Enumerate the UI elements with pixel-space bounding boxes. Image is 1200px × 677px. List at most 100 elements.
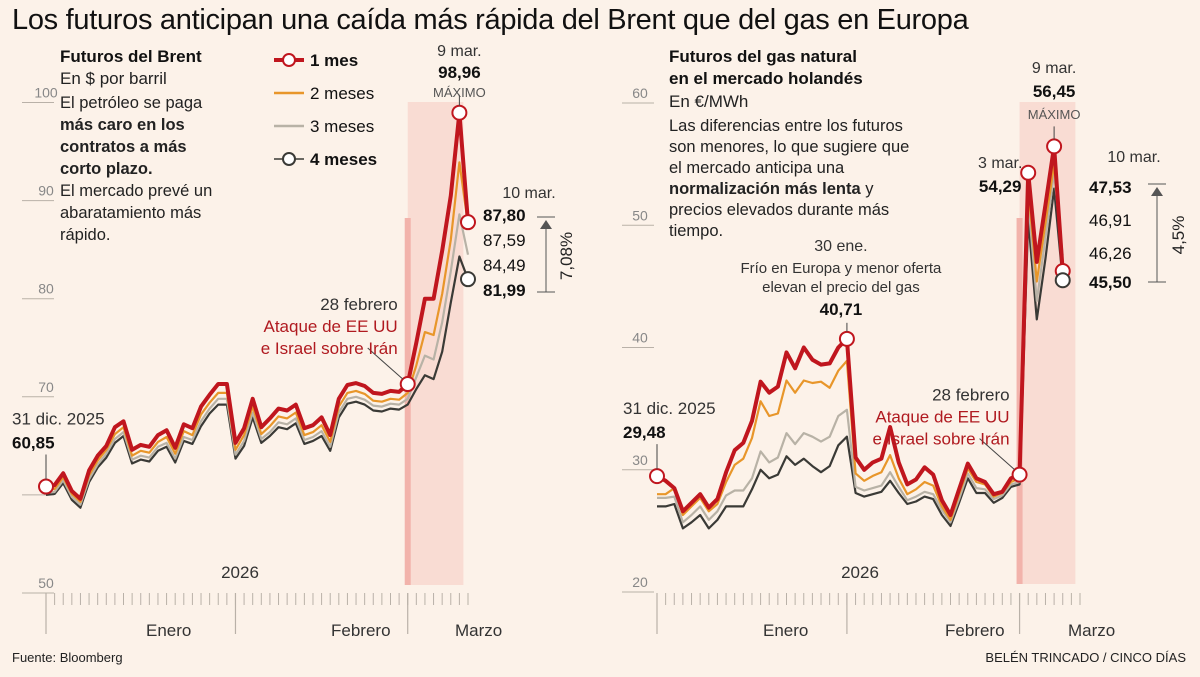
mar3-point-marker: [1020, 164, 1037, 181]
jan30-text-line2: elevan el precio del gas: [762, 279, 920, 296]
spread-arrow-icon: [1151, 187, 1163, 196]
description-segment: Las diferencias entre los futuros: [669, 117, 903, 135]
end-value-label: 84,49: [483, 256, 526, 275]
event-text-line1: Ataque de EE UU: [264, 317, 398, 336]
max-date-label: 9 mar.: [1032, 60, 1076, 77]
series-line-m3: [45, 213, 470, 506]
end-value-label: 81,99: [483, 281, 526, 300]
start-value-label: 60,85: [12, 434, 55, 453]
y-tick-label: 70: [38, 379, 54, 395]
y-tick-label: 100: [34, 85, 58, 101]
y-tick-label: 30: [632, 452, 648, 468]
start-date-label: 31 dic. 2025: [623, 399, 716, 418]
end-date-label: 10 mar.: [1107, 149, 1160, 166]
max-point-marker: [451, 104, 468, 121]
event-text-line2: e Israel sobre Irán: [261, 339, 398, 358]
chart-subtitle: En $ por barril: [60, 69, 167, 88]
event-date-label: 28 febrero: [320, 295, 398, 314]
y-tick-label: 20: [632, 574, 648, 590]
jan30-date-label: 30 ene.: [814, 238, 867, 255]
jan30-value-label: 40,71: [820, 300, 863, 319]
start-point-marker: [649, 468, 665, 485]
max-date-label: 9 mar.: [437, 43, 481, 60]
event-leader: [979, 438, 1015, 471]
month-label: Marzo: [455, 621, 502, 640]
end-value-label: 47,53: [1089, 178, 1132, 197]
series-line-m4: [657, 187, 1064, 530]
spread-label: 4,5%: [1169, 216, 1188, 255]
chart-description-line: más caro en los: [60, 116, 185, 134]
description-segment: precios elevados durante más: [669, 201, 889, 219]
end-value-label: 87,80: [483, 206, 526, 225]
war-start-marker: [1016, 218, 1023, 584]
legend-label-m3: 3 meses: [310, 117, 374, 136]
series-line-m1: [656, 144, 1065, 517]
y-tick-label: 40: [632, 330, 648, 346]
legend-marker-m4: [282, 152, 296, 166]
end-point-marker-m1: [460, 214, 476, 231]
spread-arrow-icon: [540, 220, 552, 229]
description-segment: el mercado anticipa una: [669, 159, 845, 177]
chart-description-line: abaratamiento más: [60, 204, 201, 222]
max-caption: MÁXIMO: [1028, 107, 1081, 122]
end-value-label: 46,26: [1089, 244, 1132, 263]
event-leader: [367, 347, 404, 380]
max-value-label: 56,45: [1033, 82, 1076, 101]
end-date-label: 10 mar.: [502, 185, 555, 202]
event-text-line2: e Israel sobre Irán: [873, 430, 1010, 449]
end-point-marker-m4: [460, 271, 476, 288]
start-date-label: 31 dic. 2025: [12, 410, 105, 429]
chart-description-line: son menores, lo que sugiere que: [669, 138, 909, 156]
series-line-m3: [657, 171, 1064, 524]
description-segment: tiempo.: [669, 222, 723, 240]
jan30-point-marker: [838, 330, 855, 347]
legend-marker-m1: [282, 53, 296, 67]
chart-description-line: El mercado prevé un: [60, 182, 212, 200]
legend-label-m1: 1 mes: [310, 51, 358, 70]
chart-description-line: corto plazo.: [60, 160, 153, 178]
start-point-marker: [38, 478, 54, 495]
month-label: Enero: [146, 621, 191, 640]
y-tick-label: 50: [632, 207, 648, 223]
mar3-date-label: 3 mar.: [978, 155, 1022, 172]
end-value-label: 45,50: [1089, 273, 1132, 292]
month-label: Febrero: [331, 621, 391, 640]
jan30-text-line1: Frío en Europa y menor oferta: [740, 260, 942, 277]
chart-description-line: Las diferencias entre los futuros: [669, 117, 903, 135]
series-line-m2: [45, 161, 470, 503]
end-value-label: 87,59: [483, 231, 526, 250]
y-tick-label: 80: [38, 281, 54, 297]
end-value-label: 46,91: [1089, 211, 1132, 230]
event-point-marker: [399, 376, 416, 393]
max-point-marker: [1046, 138, 1063, 155]
chart-description-line: El petróleo se paga: [60, 94, 203, 112]
event-text-line1: Ataque de EE UU: [875, 408, 1009, 427]
chart-gas: 20 30 40 50 60 Enero Febrero Marzo 2026 31 dic. 2…: [622, 47, 1188, 640]
chart-description-line: el mercado anticipa una: [669, 159, 845, 177]
chart-description-line: tiempo.: [669, 222, 723, 240]
month-label: Marzo: [1068, 621, 1115, 640]
description-segment: son menores, lo que sugiere que: [669, 138, 909, 156]
series-line-m2: [657, 163, 1064, 522]
end-point-marker-m4: [1054, 272, 1071, 289]
chart-title-line2: en el mercado holandés: [669, 69, 863, 88]
war-start-marker: [404, 218, 411, 585]
chart-description-line: contratos a más: [60, 138, 187, 156]
chart-title: Futuros del Brent: [60, 47, 202, 66]
chart-subtitle: En €/MWh: [669, 92, 748, 111]
y-tick-label: 60: [632, 85, 648, 101]
y-tick-label: 50: [38, 575, 54, 591]
chart-description-line: normalización más lenta y: [669, 180, 874, 198]
y-tick-label: 90: [38, 183, 54, 199]
chart-brent: 5060708090100EneroFebreroMarzo202631 dic…: [12, 43, 576, 640]
month-label: Enero: [763, 621, 808, 640]
year-label: 2026: [841, 563, 879, 582]
event-point-marker: [1011, 466, 1028, 483]
start-value-label: 29,48: [623, 423, 666, 442]
max-value-label: 98,96: [438, 63, 481, 82]
chart-description-line: rápido.: [60, 226, 110, 244]
legend-label-m4: 4 meses: [310, 150, 377, 169]
month-label: Febrero: [945, 621, 1005, 640]
legend-label-m2: 2 meses: [310, 84, 374, 103]
